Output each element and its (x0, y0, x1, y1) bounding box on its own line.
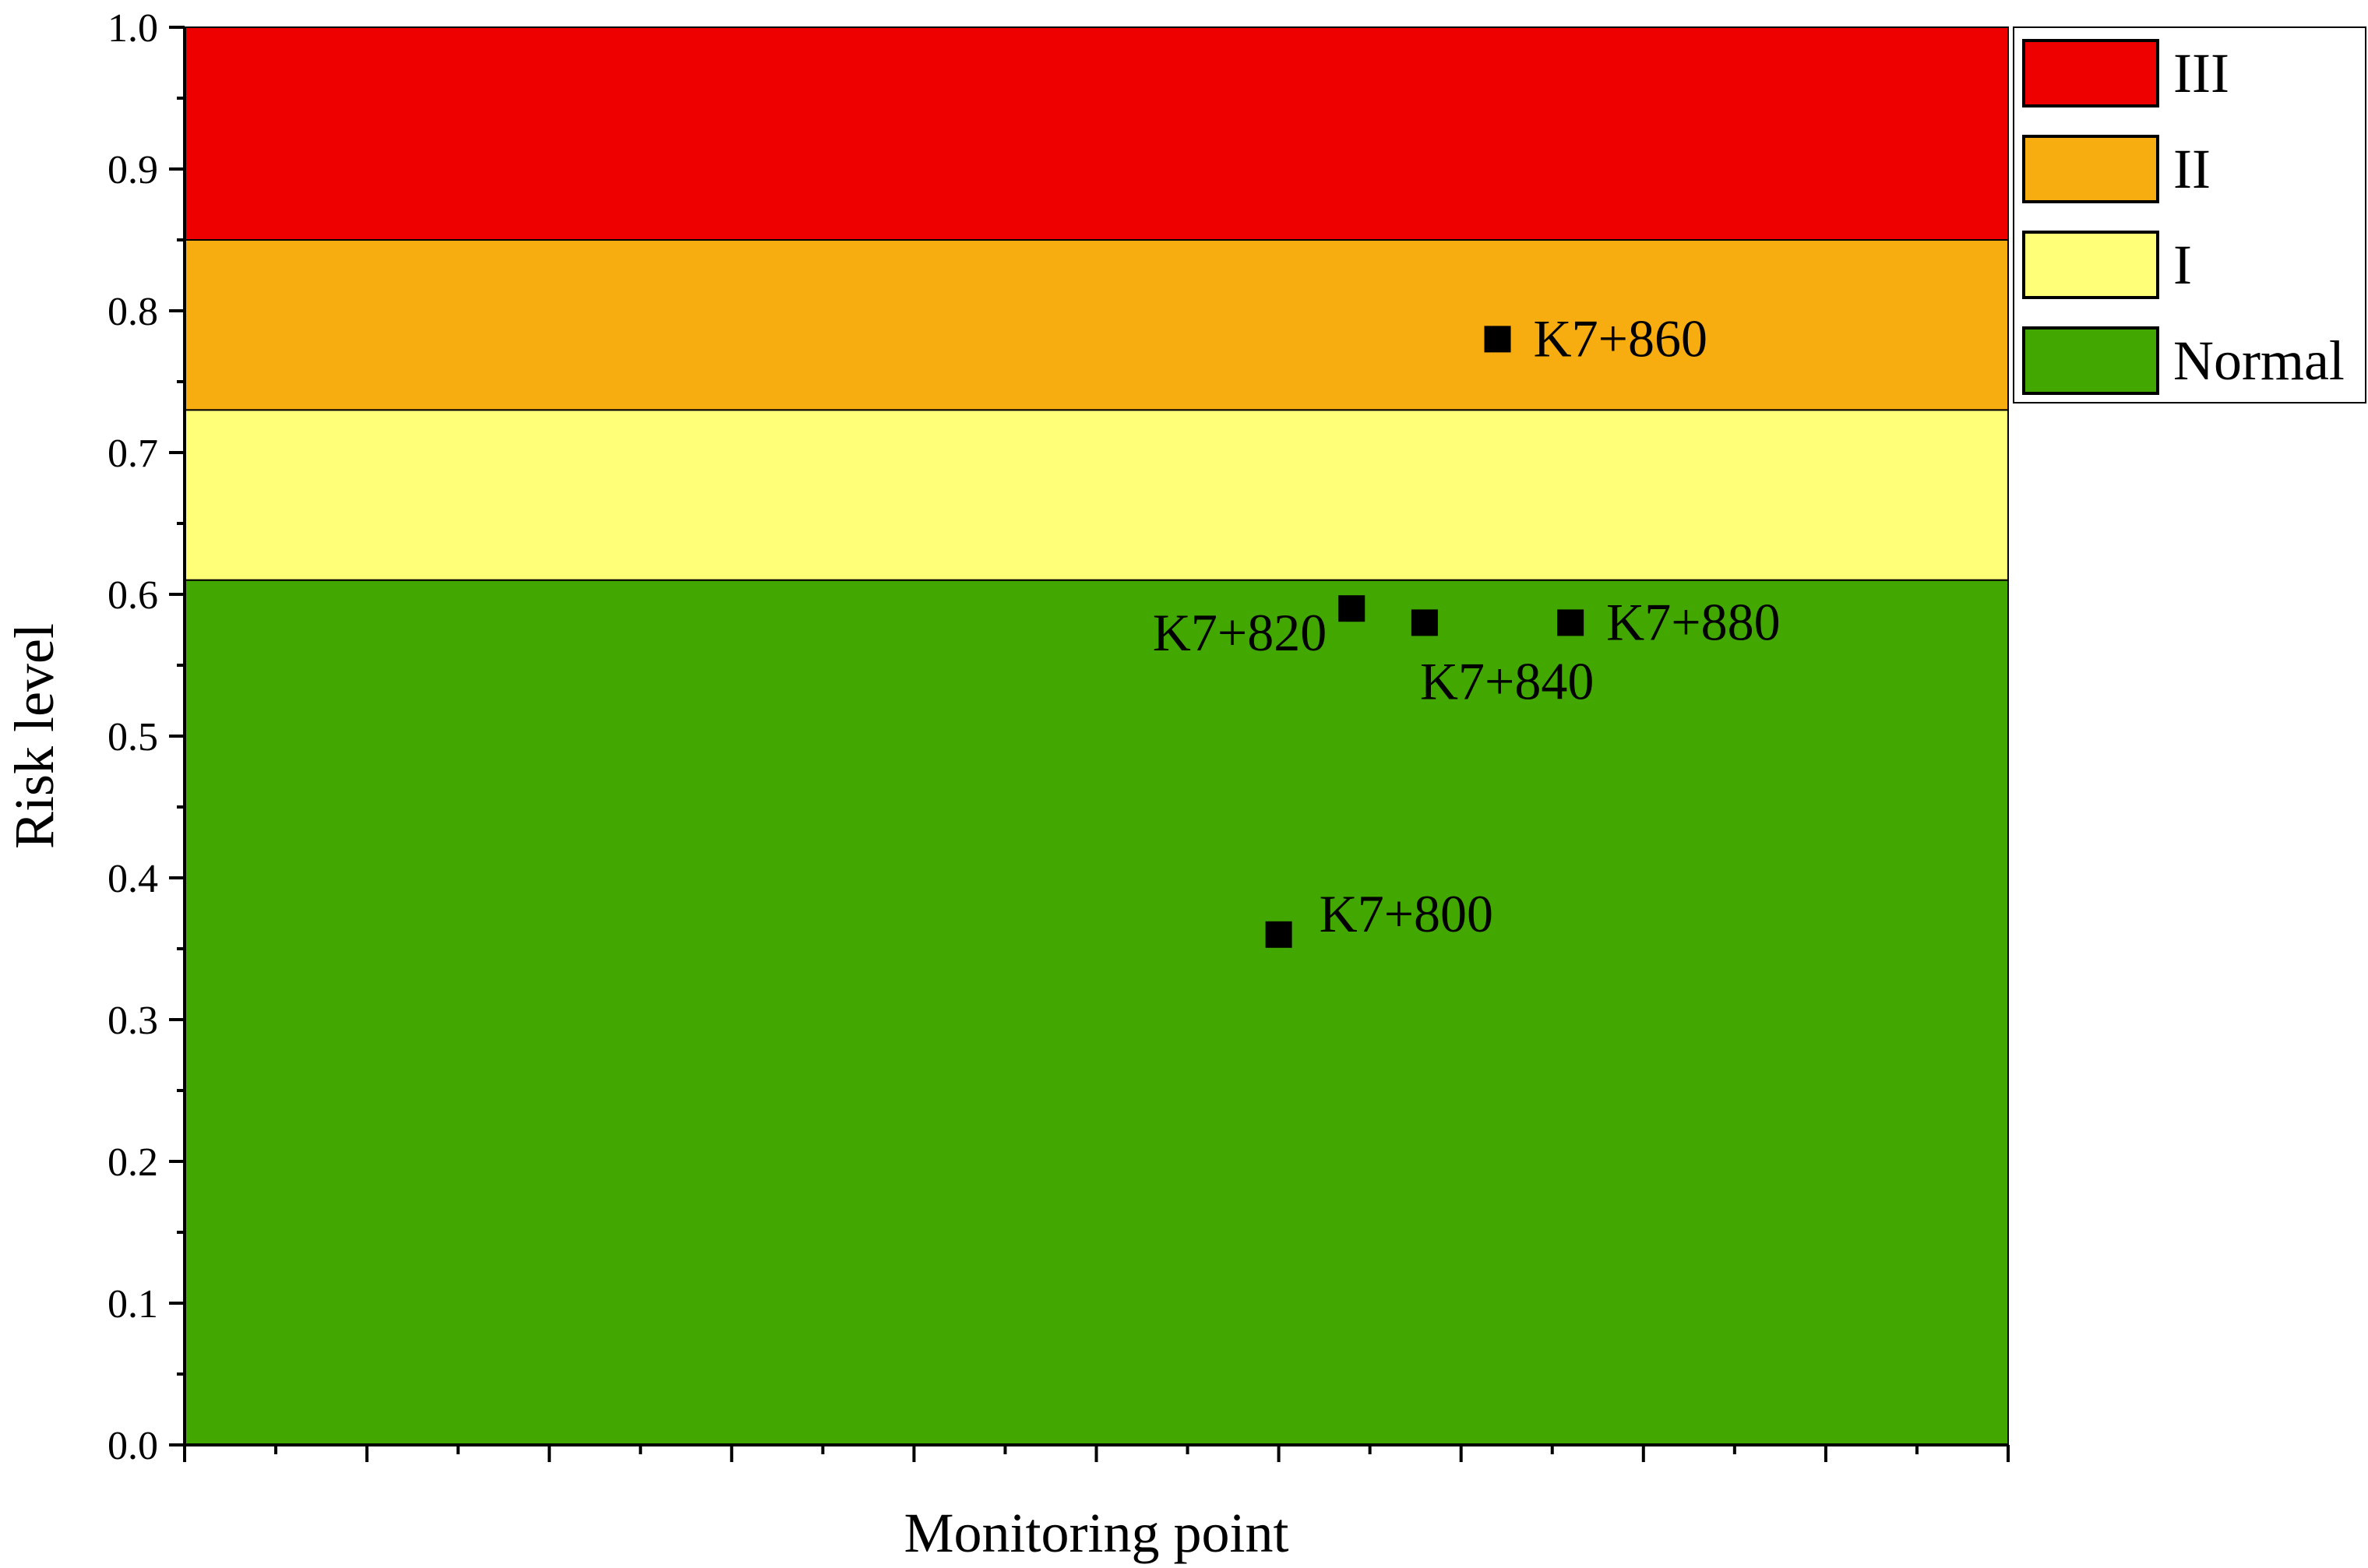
data-point (1484, 326, 1511, 353)
y-tick-label: 0.9 (107, 148, 158, 192)
y-tick-label: 0.1 (107, 1282, 158, 1327)
legend-label-normal: Normal (2173, 329, 2345, 392)
legend-swatch-normal (2022, 326, 2159, 395)
band-normal (184, 579, 2009, 1446)
legend-swatch-iii (2022, 39, 2159, 107)
data-points: K7+800 K7+820 K7+840 K7+860 K7+880 (1153, 308, 1781, 948)
x-axis-label: Monitoring point (904, 1502, 1288, 1564)
legend-swatch-ii (2022, 135, 2159, 203)
data-point (1338, 595, 1365, 622)
data-label: K7+820 (1153, 603, 1327, 662)
axes: 0.0 0.1 0.2 0.3 0.4 0.5 0.6 0.7 0.8 0.9 1.0 (107, 6, 2010, 1468)
data-point (1265, 921, 1292, 948)
data-label: K7+880 (1606, 592, 1780, 651)
y-tick-label: 0.2 (107, 1140, 158, 1185)
data-point (1557, 609, 1584, 636)
risk-bands (184, 26, 2009, 1446)
data-label: K7+860 (1534, 308, 1707, 368)
y-tick-label: 0.3 (107, 999, 158, 1043)
band-iii (184, 26, 2009, 241)
y-tick-label: 0.8 (107, 290, 158, 334)
y-tick-label: 0.5 (107, 715, 158, 759)
legend-label-ii: II (2173, 138, 2211, 200)
y-axis-label: Risk level (3, 623, 65, 849)
data-point (1411, 609, 1438, 636)
band-i (184, 409, 2009, 581)
data-label: K7+840 (1420, 651, 1594, 710)
y-tick-label: 0.0 (107, 1424, 158, 1468)
data-label: K7+800 (1320, 884, 1493, 943)
y-tick-label: 0.4 (107, 857, 158, 901)
y-tick-label: 1.0 (107, 6, 158, 51)
legend-swatch-i (2022, 231, 2159, 299)
legend-label-i: I (2173, 234, 2192, 296)
legend-label-iii: III (2173, 42, 2229, 104)
y-tick-label: 0.7 (107, 432, 158, 476)
band-ii (184, 239, 2009, 411)
y-tick-label: 0.6 (107, 573, 158, 618)
